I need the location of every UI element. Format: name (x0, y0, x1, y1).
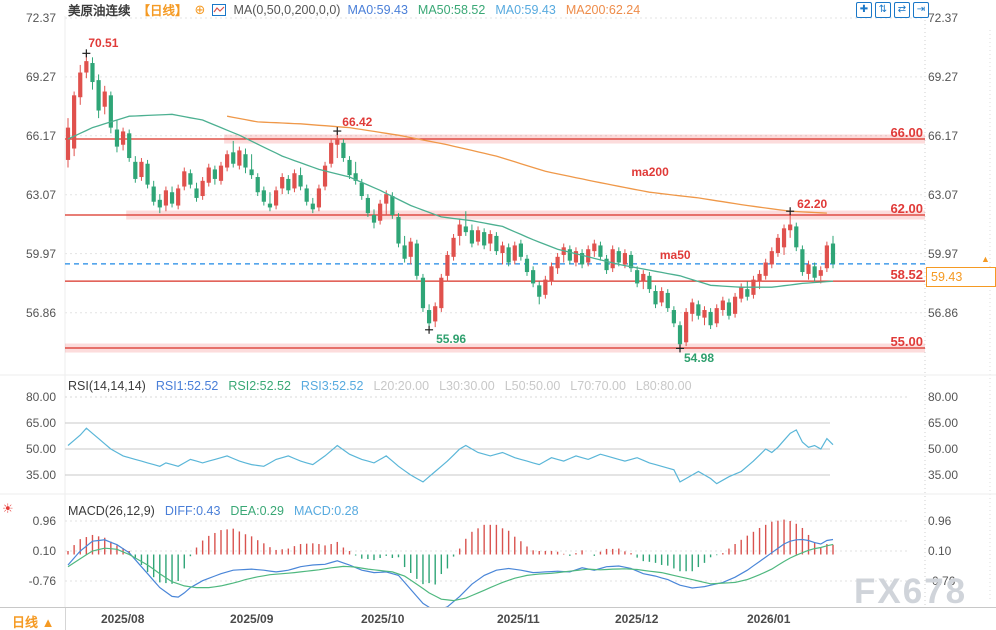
price-up-triangle-icon: ▲ (981, 254, 990, 264)
annotation-ma200-label: ma200 (631, 165, 669, 180)
rsi-value: L80:80.00 (635, 379, 692, 393)
level-label: 62.00 (890, 201, 923, 217)
ma-value: MA0:59.43 (347, 2, 408, 17)
instrument-title: 美原油连续 (68, 4, 131, 18)
level-label: 55.00 (890, 334, 923, 350)
bottom-bar-divider (65, 608, 66, 630)
annotation-low-dec: 54.98 (684, 351, 715, 366)
y-axis-label-left: 59.97 (25, 246, 56, 261)
rsi-value: L70:70.00 (570, 379, 626, 393)
macd-axis-label-right: 0.96 (928, 513, 952, 528)
annotation-peak-sep: 66.42 (342, 115, 373, 130)
rsi-header: RSI(14,14,14) RSI1:52.52 RSI2:52.52 RSI3:5… (68, 379, 692, 393)
y-axis-label-right: 59.97 (928, 246, 959, 261)
x-axis-scale-icon[interactable]: ⇄ (894, 2, 910, 18)
macd-value: DIFF:0.43 (164, 504, 221, 518)
rsi-indicator-name[interactable]: RSI(14,14,14) (68, 379, 146, 393)
ma-value: MA200:62.24 (565, 2, 641, 17)
rsi-value: RSI2:52.52 (228, 379, 291, 393)
y-axis-label-right: 69.27 (928, 69, 959, 84)
macd-values: DIFF:0.43 DEA:0.29 MACD:0.28 (165, 504, 359, 518)
rsi-axis-label-left: 50.00 (25, 442, 56, 456)
macd-axis-label-left: 0.10 (32, 544, 56, 558)
ma-values: MA0:59.43 MA50:58.52 MA0:59.43 MA200:62.24 (347, 3, 650, 17)
timeframe-selector[interactable]: 日线 ▲ (12, 612, 55, 630)
level-label: 66.00 (890, 125, 923, 141)
current-price-tag: 59.43 (926, 267, 996, 287)
ma-value: MA0:59.43 (495, 2, 556, 17)
level-label: 58.52 (890, 267, 923, 283)
timeframe-tag[interactable]: 【日线】 (137, 4, 188, 18)
rsi-value: L30:30.00 (439, 379, 495, 393)
ma-settings[interactable]: MA(0,50,0,200,0,0) (233, 2, 341, 17)
y-axis-label-left: 63.07 (25, 187, 56, 202)
watermark: FX678 (854, 572, 968, 611)
add-indicator-icon[interactable]: ⊕ (194, 1, 206, 17)
chart-header: 美原油连续 【日线】 ⊕ MA(0,50,0,200,0,0) MA0:59.4… (68, 1, 650, 19)
indicator-chart-icon[interactable] (212, 3, 227, 16)
rsi-axis-label-right: 50.00 (928, 442, 959, 456)
exit-icon[interactable]: ⇥ (913, 2, 929, 18)
y-axis-label-left: 66.17 (25, 128, 56, 143)
rsi-axis-label-right: 80.00 (928, 390, 959, 404)
month-label: 2025/11 (497, 612, 540, 626)
macd-indicator-name[interactable]: MACD(26,12,9) (68, 504, 155, 518)
timeframe-up-arrow-icon: ▲ (41, 615, 55, 630)
y-axis-label-right: 66.17 (928, 128, 959, 143)
y-axis-label-left: 56.86 (25, 305, 56, 320)
rsi-value: RSI3:52.52 (300, 379, 364, 393)
annotation-ma50-label: ma50 (659, 247, 691, 262)
rsi-values: RSI1:52.52 RSI2:52.52 RSI3:52.52 L20:20.00 L… (156, 379, 692, 393)
sun-icon: ☀ (2, 501, 14, 516)
rsi-axis-label-left: 80.00 (25, 390, 56, 404)
y-axis-label-right: 63.07 (928, 187, 959, 202)
y-axis-label-left: 69.27 (25, 69, 56, 84)
crosshair-icon[interactable]: ✚ (856, 2, 872, 18)
rsi-axis-label-right: 65.00 (928, 416, 959, 430)
annotation-high-jul: 70.51 (88, 36, 119, 51)
timeframe-label: 日线 (12, 615, 39, 630)
rsi-axis-label-left: 35.00 (25, 467, 56, 482)
month-label: 2025/12 (615, 612, 659, 626)
month-label: 2026/01 (747, 612, 791, 626)
month-label: 2025/10 (361, 612, 405, 626)
y-axis-label-left: 72.37 (25, 11, 56, 25)
macd-axis-label-left: -0.76 (28, 574, 56, 588)
ma-value: MA50:58.52 (417, 2, 486, 17)
time-axis-bar (0, 607, 996, 630)
macd-value: MACD:0.28 (293, 504, 359, 518)
rsi-value: L50:50.00 (504, 379, 561, 393)
y-axis-label-right: 72.37 (928, 11, 959, 25)
y-axis-scale-icon[interactable]: ⇅ (875, 2, 891, 18)
annotation-low-oct: 55.96 (436, 331, 467, 346)
macd-axis-label-right: 0.10 (928, 544, 952, 558)
rsi-value: RSI1:52.52 (155, 379, 219, 393)
month-label: 2025/09 (230, 612, 274, 626)
macd-axis-label-left: 0.96 (32, 513, 56, 528)
y-axis-label-right: 56.86 (928, 305, 959, 320)
rsi-axis-label-right: 35.00 (928, 467, 959, 482)
annotation-peak-jan: 62.20 (797, 197, 828, 212)
rsi-value: L20:20.00 (373, 379, 430, 393)
rsi-axis-label-left: 65.00 (25, 416, 56, 430)
month-label: 2025/08 (101, 612, 145, 626)
macd-axis-label-right: -0.76 (928, 574, 956, 588)
macd-header: MACD(26,12,9) DIFF:0.43 DEA:0.29 MACD:0.28 (68, 504, 359, 518)
macd-value: DEA:0.29 (230, 504, 284, 518)
chart-toolbar: ✚ ⇅ ⇄ ⇥ (856, 2, 929, 18)
